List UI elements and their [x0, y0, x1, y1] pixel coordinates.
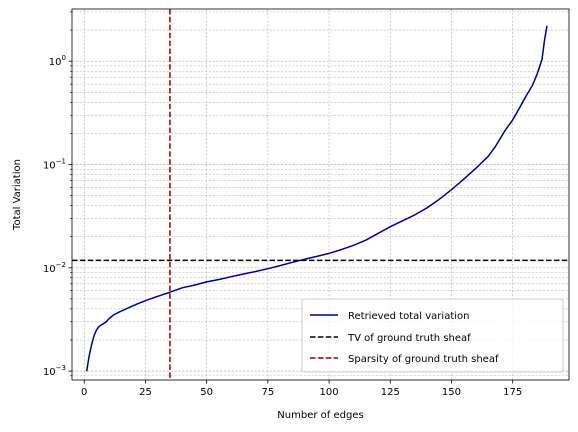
x-tick-label: 125	[381, 387, 400, 398]
x-tick-label: 150	[442, 387, 461, 398]
y-tick-label: 10−3	[43, 364, 66, 378]
legend-label-sparsity: Sparsity of ground truth sheaf	[348, 354, 499, 365]
x-tick-label: 100	[320, 387, 339, 398]
x-axis-label: Number of edges	[277, 410, 363, 421]
legend-box	[301, 298, 564, 373]
reference-lines	[72, 9, 569, 380]
plot-frame	[71, 8, 570, 381]
y-axis-ticks: 10−3 10−2 10−1 100	[43, 11, 72, 378]
series-layer	[85, 25, 548, 372]
legend-label-ground-truth-tv: TV of ground truth sheaf	[347, 333, 471, 344]
legend-label-retrieved: Retrieved total variation	[348, 311, 469, 322]
legend: Retrieved total variation TV of ground t…	[301, 298, 564, 373]
y-tick-label: 10−2	[43, 261, 66, 275]
x-tick-label: 0	[81, 387, 87, 398]
x-tick-label: 175	[503, 387, 522, 398]
y-axis-label: Total Variation	[12, 159, 23, 231]
y-tick-label: 10−1	[43, 157, 66, 171]
x-tick-label: 25	[139, 387, 152, 398]
y-tick-label: 100	[49, 54, 66, 68]
retrieved-tv-line	[85, 25, 548, 372]
x-tick-label: 75	[261, 387, 274, 398]
x-tick-label: 50	[200, 387, 213, 398]
x-axis-ticks: 0 25 50 75 100 125 150 175	[81, 380, 522, 398]
